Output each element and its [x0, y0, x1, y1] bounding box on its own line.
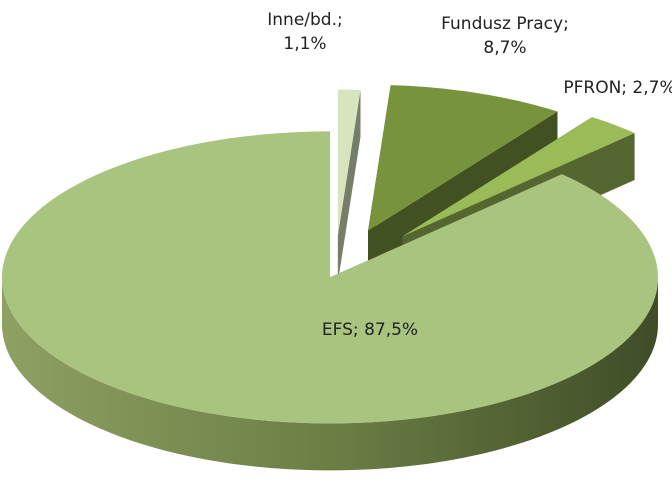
slice-top [1, 131, 658, 424]
data-label-text: EFS; 87,5% [321, 320, 419, 340]
slice-top [337, 89, 361, 236]
slice [337, 89, 361, 283]
data-label: PFRON; 2,7% [563, 78, 672, 98]
data-label-text: PFRON; 2,7% [563, 78, 672, 98]
slice-side [1, 277, 658, 471]
slice-top [368, 85, 558, 231]
data-label-text: Fundusz Pracy; 8,7% [441, 14, 569, 58]
data-label: Fundusz Pracy; 8,7% [441, 14, 569, 58]
data-label: Inne/bd.; 1,1% [267, 10, 343, 54]
slice-wall [337, 89, 361, 283]
data-label: EFS; 87,5% [321, 320, 419, 340]
slice-top [402, 117, 635, 237]
slice [1, 131, 658, 471]
data-label-text: Inne/bd.; 1,1% [267, 10, 343, 54]
